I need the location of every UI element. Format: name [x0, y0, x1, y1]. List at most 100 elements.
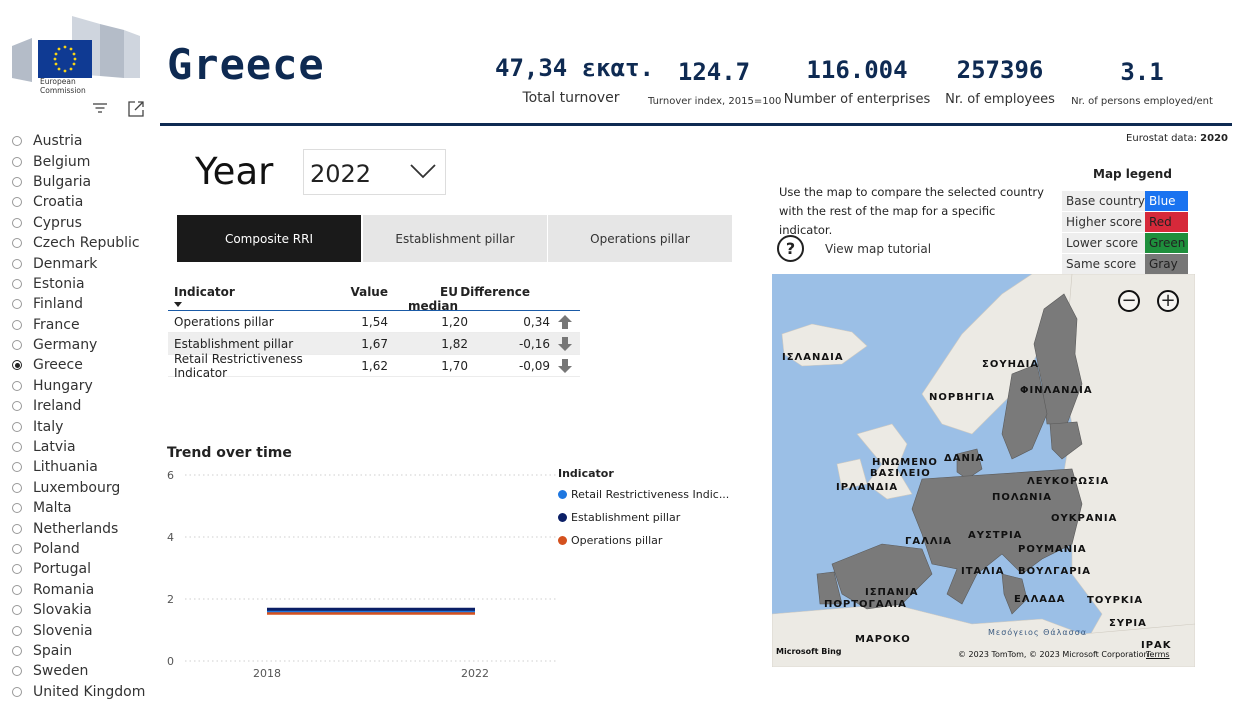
country-option[interactable]: Slovenia — [12, 620, 162, 640]
tab-establishment-pillar[interactable]: Establishment pillar — [363, 215, 547, 262]
trend-chart: 0 2 4 6 2018 2022 — [167, 469, 558, 680]
legend-item[interactable]: Operations pillar — [558, 534, 662, 547]
filter-icon[interactable] — [91, 100, 111, 118]
kpi-enterprises: 116.004 Number of enterprises — [783, 56, 931, 107]
radio-icon — [12, 442, 22, 453]
eurostat-source: Eurostat data: 2020 — [1126, 133, 1228, 144]
legend-title: Indicator — [558, 467, 614, 480]
country-option[interactable]: Romania — [12, 580, 162, 600]
map-country-label: ΙΡΑΚ — [1141, 640, 1172, 651]
country-option[interactable]: Bulgaria — [12, 172, 162, 192]
country-option[interactable]: Austria — [12, 131, 162, 151]
country-option[interactable]: Cyprus — [12, 213, 162, 233]
radio-icon — [12, 523, 22, 534]
country-option[interactable]: Belgium — [12, 151, 162, 171]
radio-icon — [12, 482, 22, 493]
country-option[interactable]: Lithuania — [12, 457, 162, 477]
country-option[interactable]: Germany — [12, 335, 162, 355]
country-option[interactable]: Sweden — [12, 661, 162, 681]
country-option[interactable]: Greece — [12, 355, 162, 375]
country-option[interactable]: Poland — [12, 539, 162, 559]
country-option[interactable]: Spain — [12, 641, 162, 661]
country-label: Bulgaria — [33, 173, 92, 190]
country-label: Croatia — [33, 194, 84, 211]
map-terms-link[interactable]: Terms — [1146, 650, 1170, 659]
country-option[interactable]: Finland — [12, 294, 162, 314]
country-option[interactable]: Croatia — [12, 192, 162, 212]
country-label: Romania — [33, 581, 95, 598]
kpi-value: 257396 — [956, 56, 1044, 84]
country-label: Belgium — [33, 153, 91, 170]
radio-icon — [12, 666, 22, 677]
country-label: Netherlands — [33, 520, 119, 537]
kpi-label: Number of enterprises — [783, 92, 931, 107]
country-option[interactable]: Slovakia — [12, 600, 162, 620]
trend-title: Trend over time — [167, 445, 292, 461]
table-header: Indicator Value EU median Difference — [168, 285, 580, 313]
country-label: Lithuania — [33, 459, 98, 476]
map-country-label: ΝΟΡΒΗΓΙΑ — [929, 392, 996, 403]
radio-icon — [12, 380, 22, 391]
sort-desc-icon — [174, 302, 182, 307]
kpi-value: 116.004 — [806, 56, 908, 84]
column-indicator[interactable]: Indicator — [168, 285, 343, 307]
logo-caption-line2: Commission — [40, 86, 86, 95]
zoom-in-button[interactable]: + — [1157, 290, 1179, 312]
kpi-employees: 257396 Nr. of employees — [935, 56, 1065, 107]
radio-icon — [12, 136, 22, 147]
map-country-label: ΦΙΝΛΑΝΔΙΑ — [1020, 385, 1093, 396]
country-label: United Kingdom — [33, 683, 146, 700]
focus-mode-icon[interactable] — [127, 100, 147, 118]
country-option[interactable]: Ireland — [12, 396, 162, 416]
cell-indicator: Operations pillar — [174, 314, 274, 329]
column-value[interactable]: Value — [350, 285, 388, 299]
column-eu-median[interactable]: EU median — [408, 285, 458, 313]
radio-icon — [12, 401, 22, 412]
cell-value: 1,67 — [361, 336, 388, 351]
year-dropdown[interactable]: 2022 — [303, 149, 446, 195]
legend-item[interactable]: Establishment pillar — [558, 511, 680, 524]
map-legend-key: Same score — [1062, 254, 1145, 274]
country-label: Latvia — [33, 439, 76, 456]
country-option[interactable]: Czech Republic — [12, 233, 162, 253]
tab-operations-pillar[interactable]: Operations pillar — [548, 215, 732, 262]
country-option[interactable]: Estonia — [12, 274, 162, 294]
country-option[interactable]: Latvia — [12, 437, 162, 457]
tab-composite-rri[interactable]: Composite RRI — [177, 215, 361, 262]
country-option[interactable]: Netherlands — [12, 518, 162, 538]
country-option[interactable]: Italy — [12, 416, 162, 436]
map-country-label: ΛΕΥΚΟΡΩΣΙΑ — [1027, 476, 1110, 487]
map-country-label: ΒΟΥΛΓΑΡΙΑ — [1018, 566, 1092, 577]
map-tutorial-link[interactable]: ? View map tutorial — [777, 235, 931, 262]
radio-selected-icon — [12, 360, 22, 371]
country-option[interactable]: United Kingdom — [12, 682, 162, 702]
country-option[interactable]: Luxembourg — [12, 478, 162, 498]
map-sea-label: Μεσόγειος Θάλασσα — [988, 628, 1088, 637]
radio-icon — [12, 197, 22, 208]
country-option[interactable]: Portugal — [12, 559, 162, 579]
y-tick-label: 0 — [167, 655, 174, 668]
europe-map[interactable]: ΙΣΛΑΝΔΙΑ ΣΟΥΗΔΙΑ ΝΟΡΒΗΓΙΑ ΦΙΝΛΑΝΔΙΑ ΗΝΩΜΕΝΟ Β… — [772, 274, 1195, 667]
map-country-label: ΣΥΡΙΑ — [1109, 618, 1147, 629]
map-copyright: © 2023 TomTom, © 2023 Microsoft Corporat… — [958, 650, 1149, 659]
y-tick-label: 6 — [167, 469, 174, 482]
country-option[interactable]: Denmark — [12, 253, 162, 273]
arrow-down-icon — [550, 358, 580, 374]
country-label: Ireland — [33, 398, 82, 415]
legend-item[interactable]: Retail Restrictiveness Indic... — [558, 488, 729, 501]
column-difference[interactable]: Difference — [460, 285, 530, 299]
column-indicator-label: Indicator — [174, 285, 235, 299]
map-legend-swatch: Red — [1145, 212, 1188, 232]
zoom-out-button[interactable]: − — [1118, 290, 1140, 312]
country-option[interactable]: Hungary — [12, 376, 162, 396]
map-legend-base: Base country Blue — [1062, 191, 1188, 211]
radio-icon — [12, 258, 22, 269]
map-country-label: ΙΣΛΑΝΔΙΑ — [782, 352, 844, 363]
country-option[interactable]: Malta — [12, 498, 162, 518]
tutorial-label: View map tutorial — [825, 241, 932, 256]
country-label: Luxembourg — [33, 479, 121, 496]
radio-icon — [12, 299, 22, 310]
eurostat-year: 2020 — [1200, 133, 1228, 144]
map-country-label: ΡΟΥΜΑΝΙΑ — [1018, 544, 1087, 555]
country-option[interactable]: France — [12, 315, 162, 335]
